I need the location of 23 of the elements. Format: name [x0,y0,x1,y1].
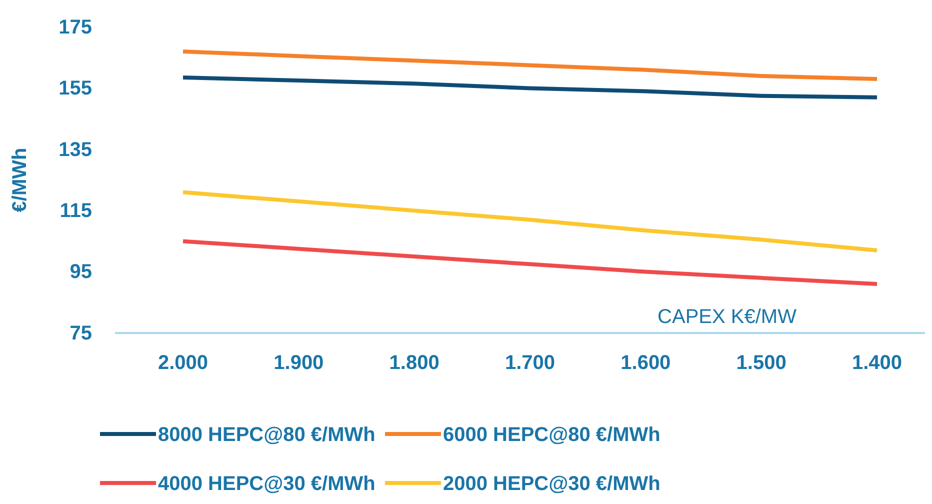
legend-label: 8000 HEPC@80 €/MWh [158,424,376,446]
line-series [181,190,879,252]
legend-label: 4000 HEPC@30 €/MWh [158,473,376,495]
y-tick-label: 155 [58,78,92,100]
y-tick-label: 75 [70,322,92,344]
x-tick-label: 1.500 [736,352,786,374]
x-tick-label: 1.900 [274,352,324,374]
line-series [181,75,879,100]
y-axis-title: €/MWh [9,148,31,212]
x-tick-label: 2.000 [158,352,208,374]
y-tick-label: 115 [60,200,92,222]
x-axis-title: CAPEX K€/MW [658,306,797,328]
x-tick-label: 1.400 [852,352,902,374]
y-tick-label: 175 [58,16,92,38]
y-tick-label: 95 [70,261,92,284]
x-tick-label: 1.700 [504,352,556,374]
y-tick-label: 135 [58,138,92,161]
x-tick-label: 1.600 [620,352,671,374]
legend-label: 2000 HEPC@30 €/MWh [443,473,660,495]
x-tick-label: 1.800 [389,352,440,374]
line-series [181,239,879,286]
legend-label: 6000 HEPC@80 €/MWh [443,424,660,446]
line-series [181,49,879,82]
